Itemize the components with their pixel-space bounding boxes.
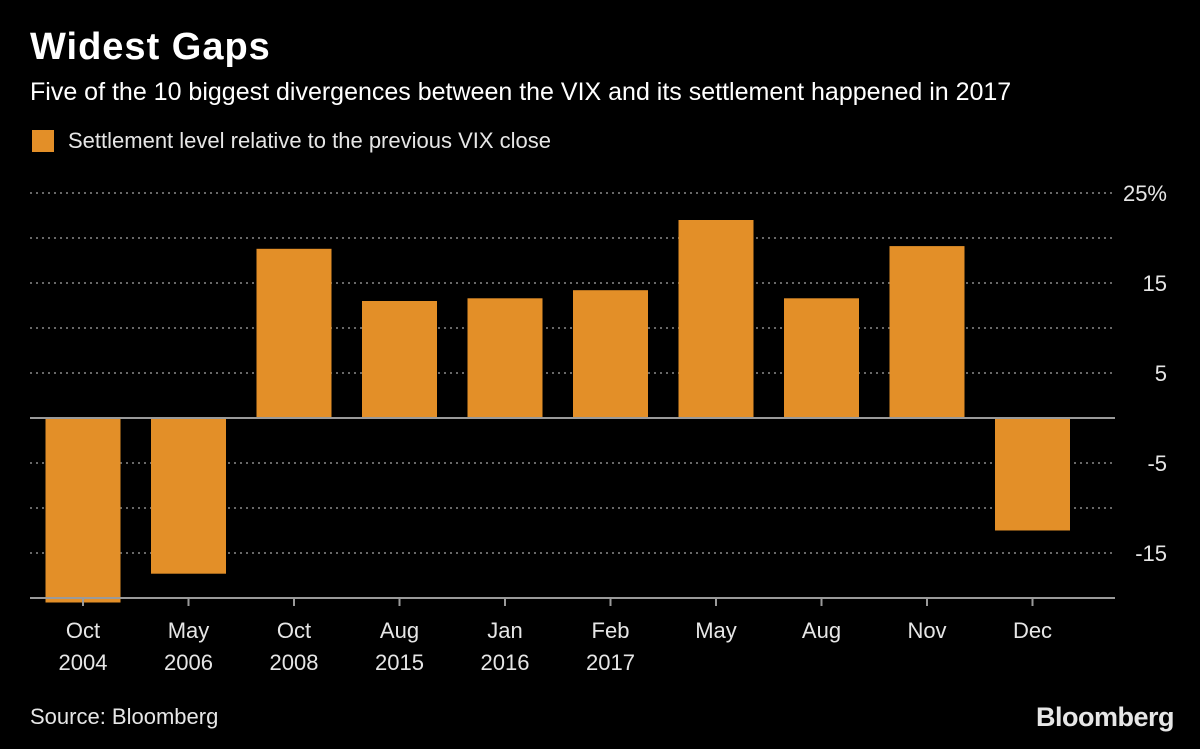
- y-tick-label: -15: [1135, 541, 1167, 566]
- x-tick-label-year: 2016: [481, 650, 530, 675]
- x-tick-label-year: 2008: [270, 650, 319, 675]
- x-tick-label-month: Aug: [802, 618, 841, 643]
- y-tick-label: 5: [1155, 361, 1167, 386]
- x-tick-label-month: Oct: [277, 618, 311, 643]
- bar: [889, 246, 965, 418]
- bloomberg-logo: Bloomberg: [1035, 702, 1175, 732]
- bar: [784, 298, 859, 418]
- source-note: Source: Bloomberg: [30, 704, 219, 729]
- chart-subtitle: Five of the 10 biggest divergences betwe…: [30, 78, 1012, 106]
- x-tick-label-month: Nov: [907, 618, 946, 643]
- bar: [573, 290, 648, 418]
- x-tick-label-month: Feb: [592, 618, 630, 643]
- x-tick-label-year: 2017: [586, 650, 635, 675]
- chart-title: Widest Gaps: [30, 26, 271, 68]
- x-tick-label-month: Dec: [1013, 618, 1052, 643]
- x-tick-label-year: 2015: [375, 650, 424, 675]
- legend-label: Settlement level relative to the previou…: [68, 128, 552, 153]
- y-tick-label: 25%: [1123, 181, 1167, 206]
- x-tick-label-month: May: [695, 618, 737, 643]
- y-tick-label: -5: [1147, 451, 1167, 476]
- bar: [678, 220, 754, 418]
- x-tick-label-month: Aug: [380, 618, 419, 643]
- bar: [151, 418, 226, 574]
- bar: [467, 298, 543, 418]
- legend-swatch: [32, 130, 54, 152]
- x-tick-label-year: 2006: [164, 650, 213, 675]
- legend: Settlement level relative to the previou…: [32, 127, 551, 155]
- axes: [30, 417, 1115, 606]
- x-tick-label-month: Jan: [487, 618, 522, 643]
- bars: [45, 220, 1070, 603]
- bar: [362, 301, 437, 418]
- x-tick-label-month: Oct: [66, 618, 100, 643]
- tick-labels: 25% 15 5 -5 -15 Oct 2004 May 2006 Oct 2008 Aug 2015 J…: [59, 181, 1167, 675]
- x-tick-label-month: May: [168, 618, 210, 643]
- bar: [256, 248, 332, 418]
- y-tick-label: 15: [1143, 271, 1167, 296]
- bar: [995, 418, 1070, 531]
- x-tick-label-year: 2004: [59, 650, 108, 675]
- bar: [45, 418, 121, 603]
